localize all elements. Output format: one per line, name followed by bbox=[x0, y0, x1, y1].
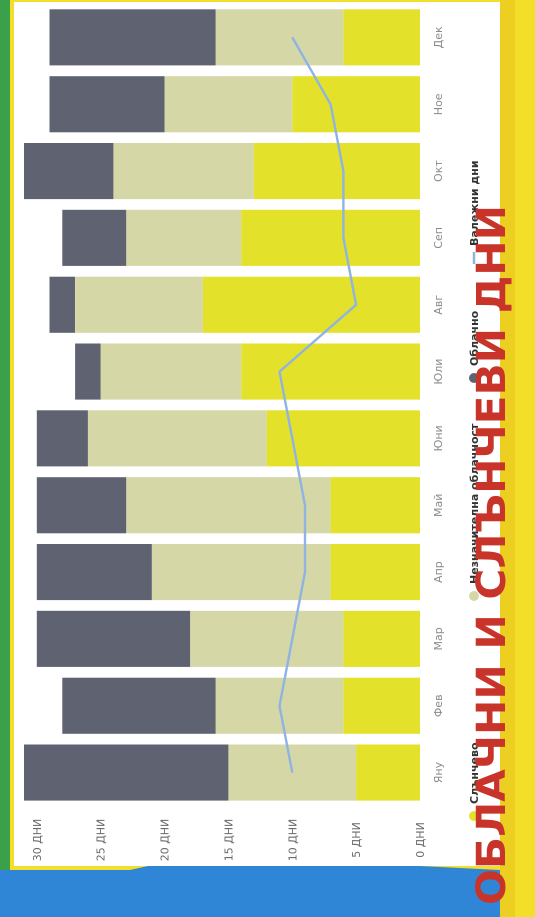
bar-segment-cloudy bbox=[49, 9, 216, 66]
bar-segment-cloudy bbox=[36, 544, 152, 601]
bar-segment-partly-cloudy bbox=[190, 610, 344, 667]
bar-segment-partly-cloudy bbox=[151, 544, 331, 601]
bar-segment-cloudy bbox=[62, 677, 216, 734]
bar-segment-sunny bbox=[356, 744, 420, 801]
value-tick-label: 20 ДНИ bbox=[159, 819, 172, 862]
bar-segment-sunny bbox=[330, 477, 420, 534]
category-label: Юли bbox=[432, 359, 445, 385]
bar-segment-sunny bbox=[343, 610, 420, 667]
value-tick-label: 15 ДНИ bbox=[222, 819, 235, 862]
bar-segment-partly-cloudy bbox=[215, 9, 344, 66]
value-tick-label: 0 ДНИ bbox=[414, 822, 427, 858]
stacked-bar-chart bbox=[24, 9, 420, 801]
category-axis: Яну Фев Мар Апр Май Юни Юли Авг Сеп Окт Ное Дек bbox=[432, 26, 445, 783]
bar-segment-cloudy bbox=[49, 76, 165, 133]
bar-segment-cloudy bbox=[24, 143, 114, 200]
bar-segment-sunny bbox=[241, 343, 420, 400]
legend-label: Облачно bbox=[468, 310, 481, 366]
category-label: Ное bbox=[432, 93, 445, 115]
bar-segment-sunny bbox=[330, 544, 420, 601]
bar-segment-partly-cloudy bbox=[75, 276, 203, 333]
bar-segment-partly-cloudy bbox=[126, 209, 242, 266]
category-label: Юни bbox=[432, 425, 445, 451]
value-tick-label: 5 ДНИ bbox=[350, 822, 363, 858]
bar-segment-partly-cloudy bbox=[113, 143, 254, 200]
category-label: Фев bbox=[432, 694, 445, 717]
category-label: Апр bbox=[432, 561, 445, 583]
category-label: Дек bbox=[432, 26, 445, 48]
value-tick-label: 10 ДНИ bbox=[286, 819, 299, 862]
bar-segment-partly-cloudy bbox=[87, 410, 267, 467]
value-axis: 0 ДНИ 5 ДНИ 10 ДНИ 15 ДНИ 20 ДНИ 25 ДНИ 30 ДНИ bbox=[31, 819, 427, 862]
legend-marker bbox=[469, 591, 479, 601]
value-tick-label: 25 ДНИ bbox=[95, 819, 108, 862]
bar-segment-sunny bbox=[343, 677, 420, 734]
category-label: Сеп bbox=[432, 227, 445, 249]
line-series-wet-days bbox=[278, 36, 358, 773]
bar-segment-sunny bbox=[253, 143, 420, 200]
bar-segment-cloudy bbox=[75, 343, 101, 400]
bar-segment-sunny bbox=[292, 76, 420, 133]
legend-label: Слънчево bbox=[468, 742, 481, 804]
blue-corner-shape bbox=[0, 860, 500, 917]
category-label: Мар bbox=[432, 627, 445, 650]
bar-segment-cloudy bbox=[49, 276, 75, 333]
legend-label: Незначителна облачност bbox=[468, 423, 481, 584]
bar-segment-partly-cloudy bbox=[126, 477, 331, 534]
value-tick-label: 30 ДНИ bbox=[31, 819, 44, 862]
legend-marker bbox=[469, 373, 479, 383]
bar-segment-cloudy bbox=[62, 209, 127, 266]
left-green-strip bbox=[0, 0, 10, 917]
bar-segment-cloudy bbox=[36, 410, 88, 467]
poster-edge-shadow bbox=[500, 0, 515, 917]
bar-segment-sunny bbox=[202, 276, 420, 333]
category-label: Май bbox=[432, 494, 445, 517]
poster-title: ОБЛАЧНИ И СЛЪНЧЕВИ ДНИ bbox=[469, 205, 515, 905]
legend: Слънчево Незначителна облачност Облачно Вал… bbox=[468, 160, 481, 821]
category-label: Яну bbox=[432, 761, 445, 783]
bar-segment-partly-cloudy bbox=[164, 76, 293, 133]
bar-segment-cloudy bbox=[36, 477, 127, 534]
bar-segment-sunny bbox=[343, 9, 420, 66]
category-label: Авг bbox=[432, 295, 445, 315]
bar-segment-sunny bbox=[241, 209, 420, 266]
bar-segment-partly-cloudy bbox=[100, 343, 242, 400]
legend-label: Валежни дни bbox=[468, 160, 481, 246]
legend-marker bbox=[469, 811, 479, 821]
bar-segment-cloudy bbox=[24, 744, 229, 801]
category-label: Окт bbox=[432, 160, 445, 182]
bar-segment-cloudy bbox=[36, 610, 191, 667]
